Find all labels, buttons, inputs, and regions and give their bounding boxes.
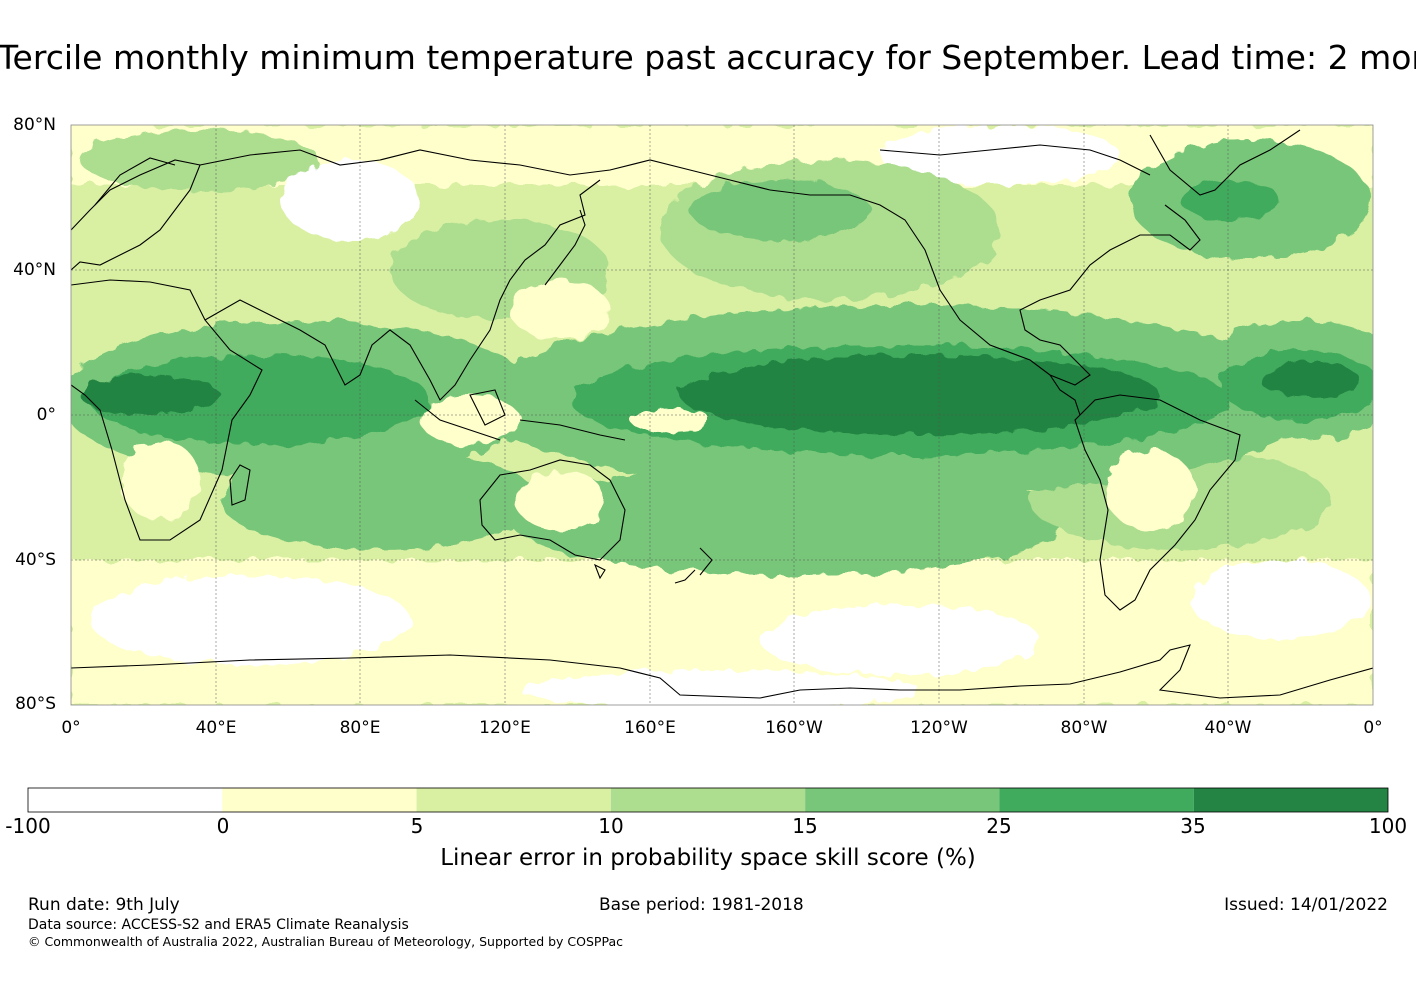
colorbar-label-7: 100 [1368, 814, 1408, 838]
lon-label-40w: 40°W [1204, 718, 1252, 738]
lat-label-40n: 40°N [13, 260, 56, 280]
map-frame [70, 124, 1374, 706]
lat-label-80n: 80°N [13, 115, 56, 135]
colorbar-label-2: 5 [410, 814, 424, 838]
lon-label-160e: 160°E [624, 718, 676, 738]
colorbar-segment [1193, 788, 1388, 812]
skill-field [71, 125, 1373, 705]
lat-label-0: 0° [36, 405, 56, 425]
colorbar-label-5: 25 [986, 814, 1012, 838]
colorbar-segment [28, 788, 223, 812]
colorbar-segment [610, 788, 806, 812]
lat-label-80s: 80°S [15, 694, 56, 714]
colorbar-segment [416, 788, 611, 812]
lon-label-160w: 160°W [765, 718, 823, 738]
colorbar-segment [222, 788, 417, 812]
coastlines [71, 129, 1373, 699]
lon-label-120w: 120°W [910, 718, 968, 738]
colorbar-label-1: 0 [216, 814, 230, 838]
issued-date: Issued: 14/01/2022 [1224, 895, 1388, 915]
lat-label-40s: 40°S [15, 550, 56, 570]
colorbar-label-4: 15 [792, 814, 818, 838]
colorbar [27, 787, 1389, 813]
lon-label-80e: 80°E [339, 718, 381, 738]
colorbar-segment [805, 788, 1000, 812]
lon-label-0: 0° [61, 718, 81, 738]
colorbar-segment [999, 788, 1194, 812]
colorbar-label-3: 10 [598, 814, 624, 838]
colorbar-label-6: 35 [1180, 814, 1206, 838]
lon-label-120e: 120°E [479, 718, 531, 738]
map-title: Tercile monthly minimum temperature past… [0, 38, 1416, 77]
run-date: Run date: 9th July [28, 895, 180, 915]
colorbar-frame [27, 787, 1389, 813]
lon-label-80w: 80°W [1060, 718, 1108, 738]
colorbar-label-0: -100 [5, 814, 51, 838]
base-period: Base period: 1981-2018 [599, 895, 804, 915]
colorbar-title: Linear error in probability space skill … [440, 845, 976, 871]
lon-label-40e: 40°E [195, 718, 237, 738]
data-source: Data source: ACCESS-S2 and ERA5 Climate … [28, 917, 409, 933]
copyright: © Commonwealth of Australia 2022, Austra… [28, 934, 623, 949]
lon-label-0-east: 0° [1363, 718, 1383, 738]
skill-map [70, 124, 1374, 706]
map-title-text: Tercile monthly minimum temperature past… [0, 38, 1416, 77]
